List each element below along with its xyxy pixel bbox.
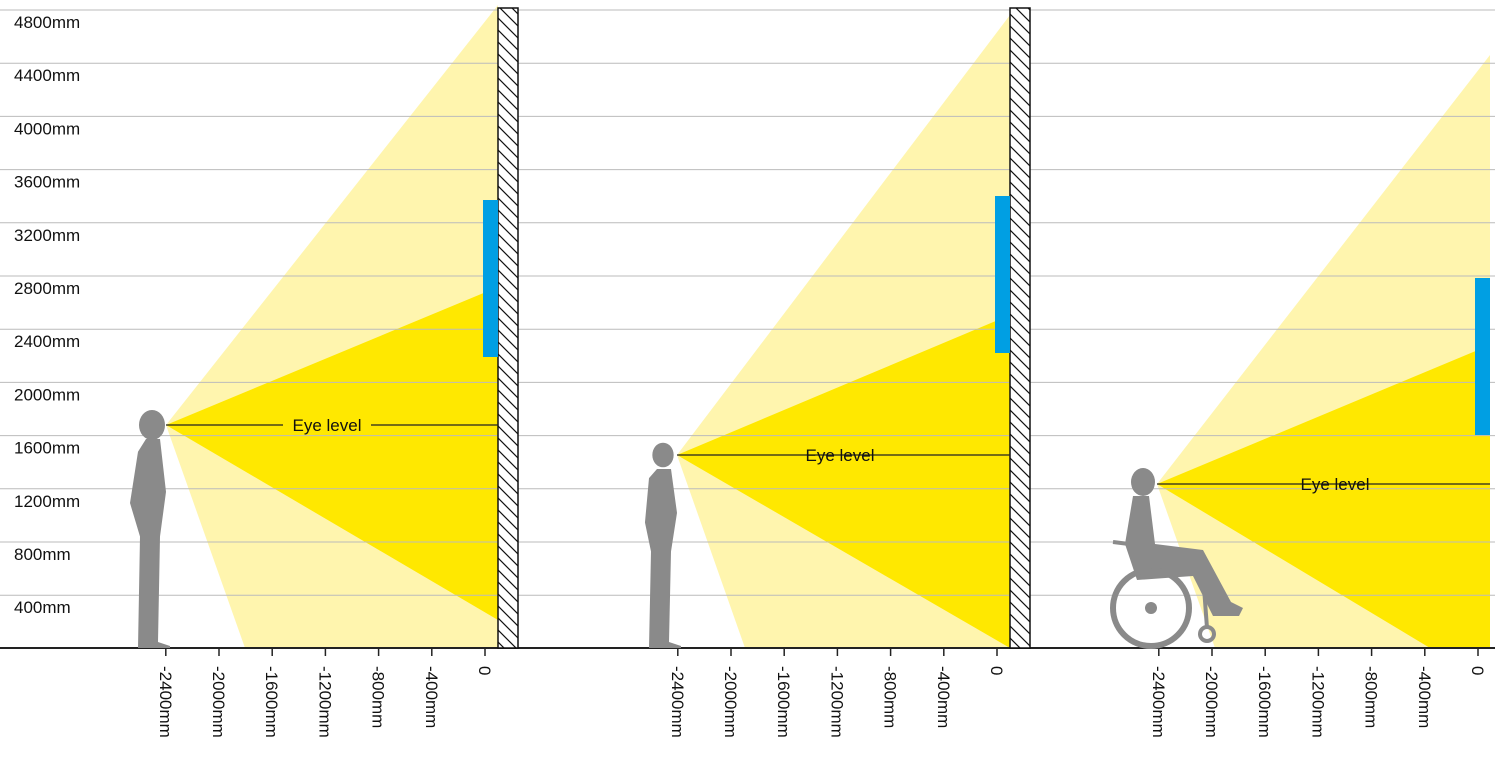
figure-head [652,443,673,468]
x-label: -2400mm [156,666,175,738]
wall [498,8,518,648]
x-label: -1600mm [1255,666,1274,738]
x-label: -2000mm [209,666,228,738]
x-label: -800mm [881,666,900,728]
x-label: -1200mm [827,666,846,738]
y-label: 4400mm [14,66,80,85]
x-label: 0 [987,666,1006,675]
figure-head [1131,468,1155,496]
sign [995,196,1010,353]
y-label: 1200mm [14,492,80,511]
y-label: 2800mm [14,279,80,298]
y-label: 2000mm [14,385,80,404]
x-label: 0 [1468,666,1487,675]
y-label: 4800mm [14,13,80,32]
x-label: 0 [475,666,494,675]
x-label: -1600mm [262,666,281,738]
y-label: 2400mm [14,332,80,351]
x-label: -1200mm [315,666,334,738]
x-label: -2400mm [668,666,687,738]
x-label: -400mm [1415,666,1434,728]
x-label: -400mm [934,666,953,728]
eye-level-label: Eye level [1301,475,1370,494]
figure-head [139,410,165,440]
y-label: 1600mm [14,439,80,458]
y-label: 4000mm [14,119,80,138]
diagram: 4800mm 4400mm 4000mm 3600mm 3200mm 2800mm 2400… [0,0,1495,757]
hub [1145,602,1157,614]
y-label: 3200mm [14,226,80,245]
x-label: -2400mm [1149,666,1168,738]
y-label: 400mm [14,598,71,617]
eye-level-label: Eye level [293,416,362,435]
x-label: -400mm [422,666,441,728]
x-label: -800mm [369,666,388,728]
figure-body [645,469,681,648]
figure-body [130,439,170,648]
x-label: -800mm [1362,666,1381,728]
y-label: 3600mm [14,173,80,192]
y-label: 800mm [14,545,71,564]
x-label: -2000mm [1202,666,1221,738]
sight-cones [166,5,1490,648]
eye-level-label: Eye level [806,446,875,465]
x-label: -1600mm [774,666,793,738]
sign [483,200,498,357]
x-label: -1200mm [1308,666,1327,738]
sign [1475,278,1490,435]
x-label: -2000mm [721,666,740,738]
wall [1010,8,1030,648]
